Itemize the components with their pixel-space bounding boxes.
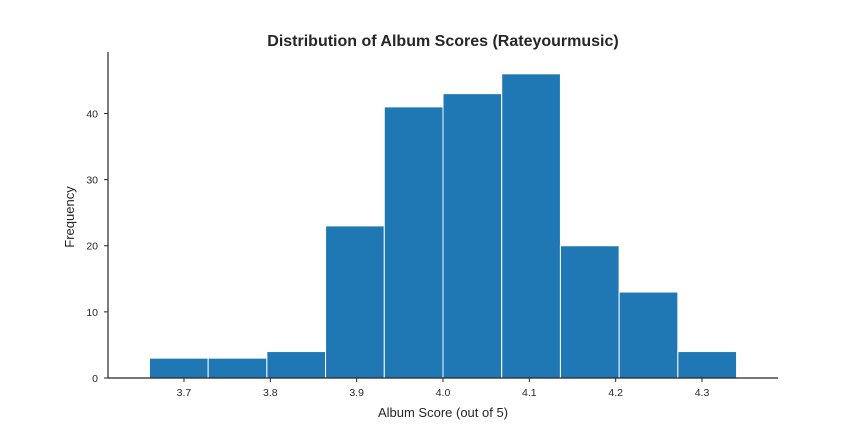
histogram-bar [325, 225, 385, 379]
y-tick-label: 20 [86, 241, 98, 253]
y-axis-ticks: 0 10 20 30 40 [86, 108, 108, 385]
x-axis-ticks: 3.7 3.8 3.9 4.0 4.1 4.2 4.3 [177, 378, 710, 399]
x-axis-label: Album Score (out of 5) [378, 405, 508, 420]
histogram-bar [207, 357, 268, 379]
histogram-bar [559, 245, 620, 379]
x-tick-label: 4.2 [608, 387, 623, 399]
histogram-bar [442, 93, 503, 379]
x-tick-label: 3.7 [177, 387, 192, 399]
x-tick-label: 3.9 [349, 387, 364, 399]
y-tick-label: 0 [92, 373, 98, 385]
x-tick-label: 4.0 [436, 387, 451, 399]
y-tick-label: 30 [86, 175, 98, 187]
x-tick-label: 4.1 [522, 387, 537, 399]
x-tick-label: 3.8 [263, 387, 278, 399]
histogram-bar [148, 357, 209, 379]
y-tick-label: 40 [86, 108, 98, 120]
x-tick-label: 4.3 [695, 387, 710, 399]
histogram-bar [677, 351, 738, 379]
histogram-bar [618, 291, 679, 379]
histogram-bar [266, 351, 327, 379]
histogram-bar [501, 73, 561, 379]
bars-group [148, 73, 738, 379]
y-tick-label: 10 [86, 307, 98, 319]
histogram-bar [383, 106, 444, 379]
y-axis-label: Frequency [62, 186, 77, 248]
chart-title: Distribution of Album Scores (Rateyourmu… [267, 33, 618, 50]
